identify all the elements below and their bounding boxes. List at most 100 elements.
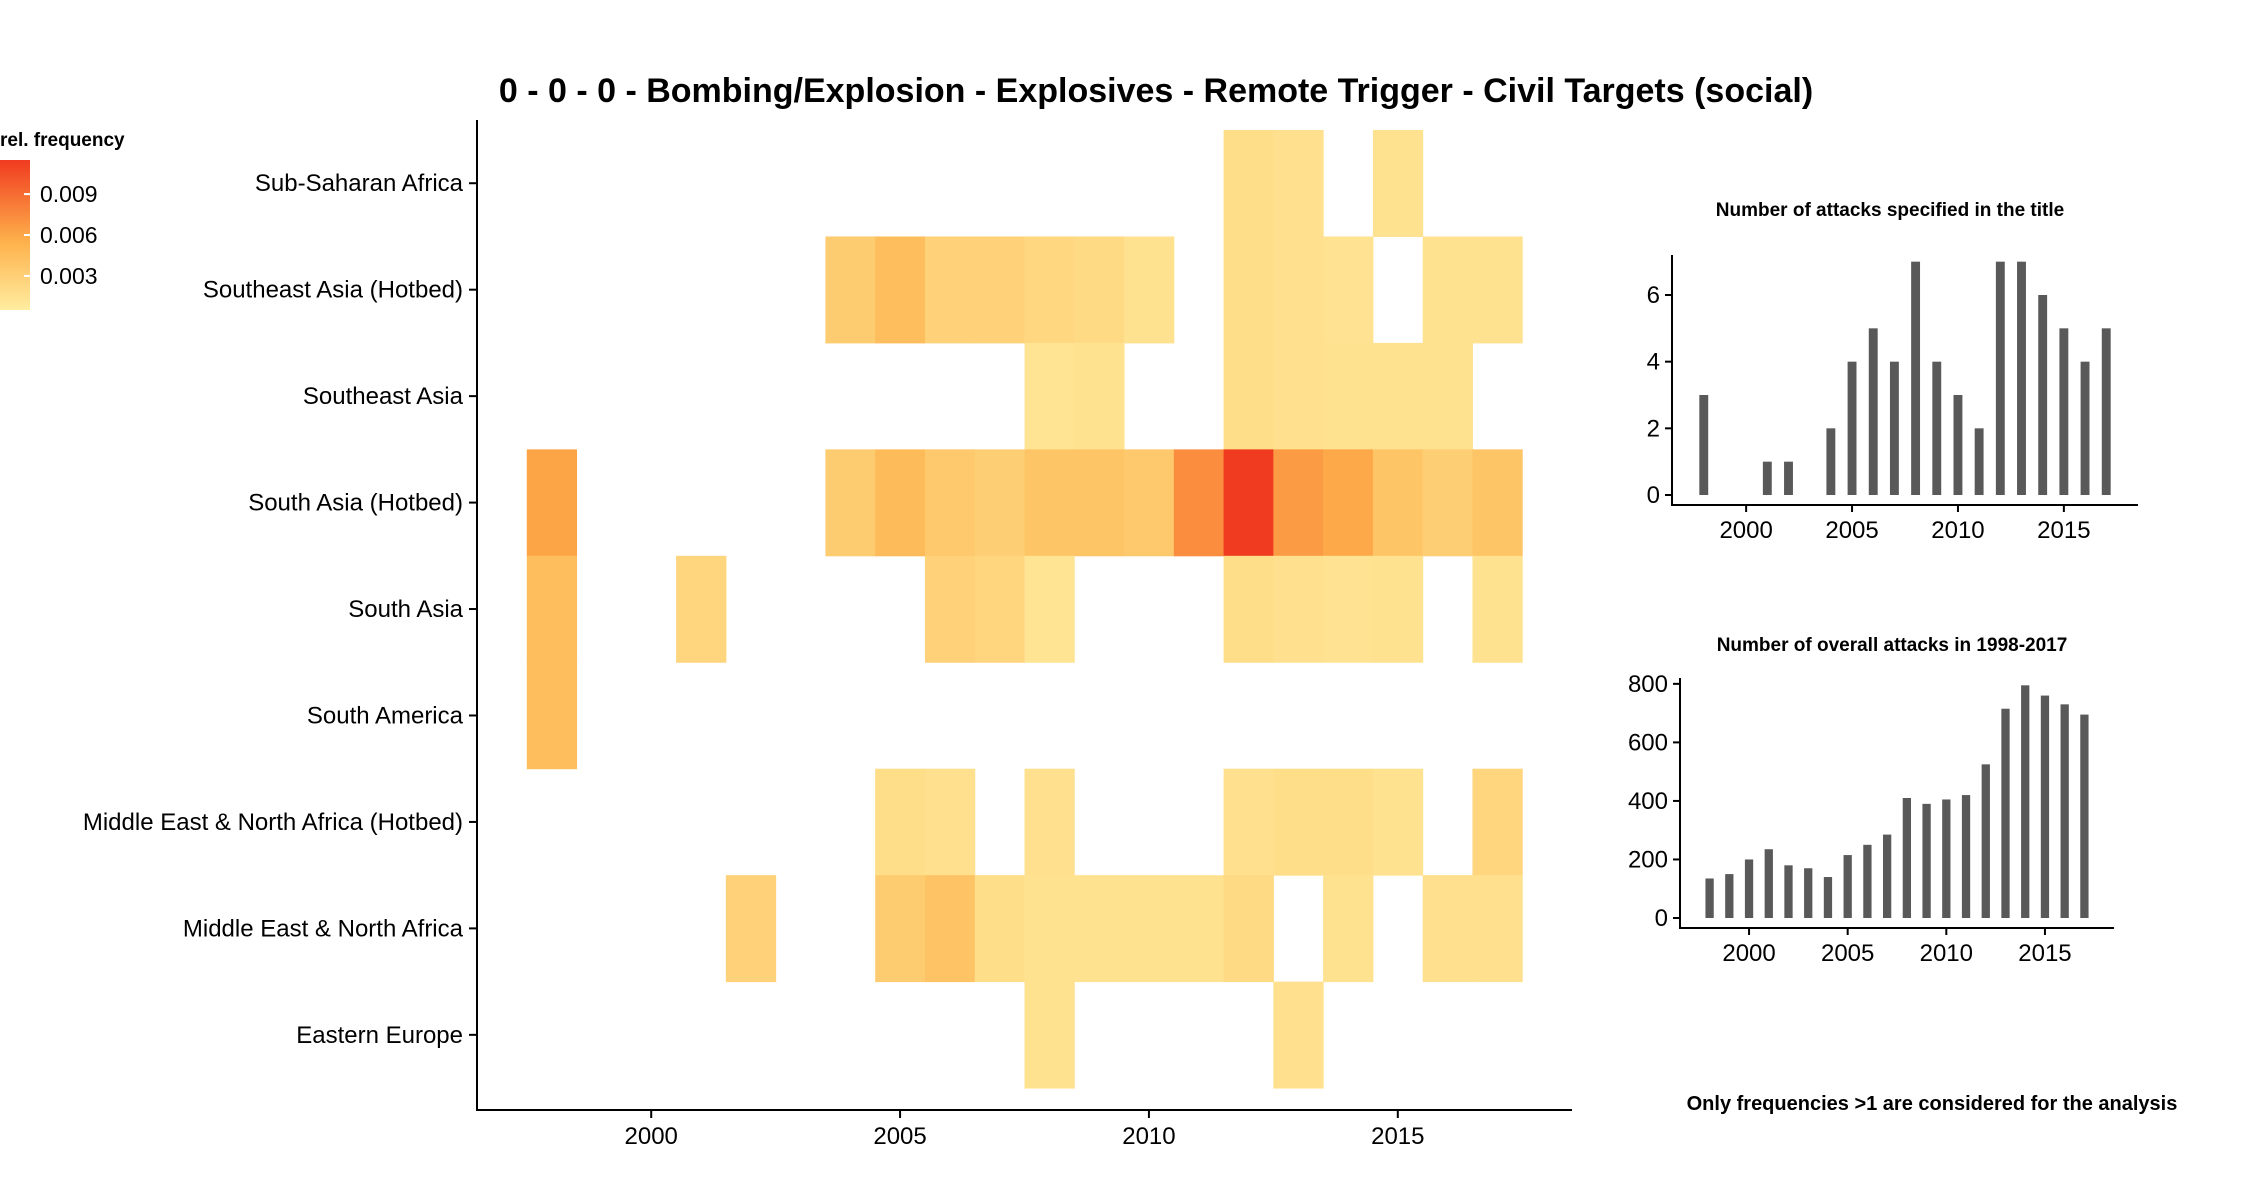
heatmap-cell [1124,449,1175,557]
heatmap-cell [1024,555,1075,663]
bar [1974,428,1984,495]
bar [1889,361,1899,495]
heatmap-cell [1074,342,1125,450]
bar [1911,261,1921,495]
heatmap-cell [1024,236,1075,344]
heatmap-cell [1372,555,1424,663]
bar [1902,798,1912,918]
heatmap-cell [1223,236,1274,344]
heatmap-cell [1024,768,1075,876]
heatmap-y-axis: Sub-Saharan Africa Southeast Asia (Hotbed… [83,170,477,1049]
heatmap-cell [1273,130,1324,237]
heatmap-cell [974,875,1025,983]
heatmap-axes [476,120,1572,1111]
heatmap-row-label: Middle East & North Africa [183,915,464,942]
heatmap-cell [875,449,926,557]
bar [2038,295,2048,495]
bar [2059,328,2069,495]
bar-axes [1679,678,2114,929]
heatmap-cell [924,449,976,557]
footnote: Only frequencies >1 are considered for t… [1687,1093,2178,1115]
attacks-chart-title: Number of attacks specified in the title [1716,200,2064,221]
bar [1804,868,1813,918]
bar-y-tick-label: 200 [1628,846,1668,873]
overall-bar-chart: 0 200 400 600 800 2000 2005 2010 2015 [1628,671,2114,967]
heatmap-x-tick-label: 2015 [1371,1123,1424,1150]
heatmap-cell [526,555,578,663]
heatmap-x-tick-label: 2000 [625,1123,678,1150]
bar [1932,361,1942,495]
heatmap-row-label: Eastern Europe [296,1022,463,1049]
heatmap-cell [1024,875,1075,983]
heatmap-cells [526,130,1523,1089]
bar-y-tick-label: 600 [1628,729,1668,756]
heatmap-cell [1074,236,1125,344]
heatmap-cell [1472,236,1523,344]
heatmap-cell [1024,449,1075,557]
heatmap-cell [1472,875,1523,983]
heatmap-cell [1273,981,1324,1089]
bar-y-tick-label: 400 [1628,788,1668,815]
bar [2060,704,2069,918]
heatmap-cell [1323,555,1374,663]
bar [1843,855,1852,918]
heatmap-cell [1422,236,1473,344]
bar [2101,328,2111,495]
heatmap-cell [1472,449,1523,557]
heatmap-cell [924,875,976,983]
bar-x-tick-label: 2005 [1821,940,1874,967]
heatmap-cell [1173,875,1225,983]
bar-y-tick-label: 0 [1655,905,1668,932]
bar [1882,834,1892,918]
heatmap-x-axis: 2000 2005 2010 2015 [625,1110,1424,1150]
heatmap-cell [875,236,926,344]
overall-chart-title: Number of overall attacks in 1998-2017 [1717,635,2068,656]
bar-x-tick-label: 2000 [1719,517,1772,544]
heatmap-cell [1173,449,1225,557]
heatmap-cell [1223,342,1274,450]
heatmap-row-label: Southeast Asia [303,383,464,410]
heatmap-cell [526,449,578,557]
bar-y-tick-label: 800 [1628,671,1668,698]
heatmap-cell [1223,875,1274,983]
bar [1863,844,1872,918]
heatmap-cell [1223,768,1274,876]
bar [1744,859,1754,918]
heatmap-cell [1472,768,1523,876]
bar [1705,878,1714,918]
bar [2080,361,2090,495]
heatmap-cell [1372,768,1424,876]
bar [1784,865,1793,918]
heatmap-cell [924,768,976,876]
bar [1981,764,1990,918]
bar-y-tick-label: 4 [1647,349,1660,376]
heatmap-row-label: South America [307,702,464,729]
heatmap-cell [1422,875,1473,983]
heatmap-cell [875,768,926,876]
heatmap-cell [1422,449,1473,557]
bar [2021,685,2030,918]
heatmap-cell [1273,449,1324,557]
bar-y-tick-label: 2 [1647,415,1660,442]
bar [1699,395,1709,495]
heatmap-cell [1024,981,1075,1089]
heatmap-cell [1074,449,1125,557]
legend-title: rel. frequency [0,130,125,151]
bar [1725,874,1734,918]
heatmap-row-label: South Asia [348,596,463,623]
bar [2001,708,2010,918]
bar [1784,461,1793,495]
heatmap-cell [875,875,926,983]
legend-tick-label: 0.003 [40,263,98,289]
bar-x-tick-label: 2015 [2018,940,2071,967]
heatmap-cell [1124,236,1175,344]
heatmap-cell [1223,449,1274,557]
heatmap-cell [1422,342,1473,450]
attacks-bar-chart: 0 2 4 6 2000 2005 2010 2015 [1647,255,2138,544]
heatmap-cell [1074,875,1125,983]
bar [1961,795,1971,918]
bar [2017,261,2026,495]
heatmap-cell [924,236,976,344]
bar-x-tick-label: 2015 [2037,517,2090,544]
heatmap-cell [1372,342,1424,450]
